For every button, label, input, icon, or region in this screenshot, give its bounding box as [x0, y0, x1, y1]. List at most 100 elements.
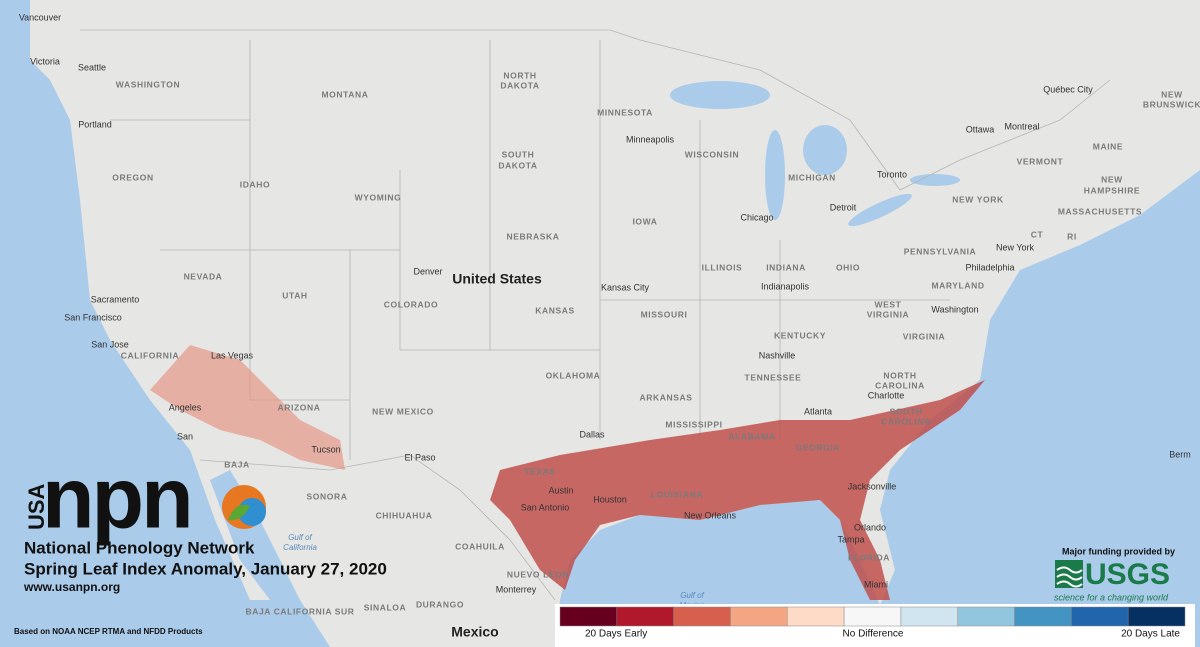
city-label: Tucson	[311, 444, 340, 454]
state-label: IDAHO	[240, 179, 270, 189]
state-label: TEXAS	[524, 466, 555, 476]
legend-swatch	[787, 606, 845, 627]
lake-erie	[848, 193, 912, 227]
state-label: NORTH	[503, 70, 536, 80]
state-label: CALIFORNIA	[121, 350, 179, 360]
state-label: SINALOA	[364, 602, 406, 612]
state-label: MASSACHUSETTS	[1058, 206, 1142, 216]
city-label: Miami	[864, 579, 888, 589]
state-label: DAKOTA	[500, 80, 539, 90]
city-label: San Jose	[91, 339, 129, 349]
city-label: Québec City	[1043, 84, 1093, 94]
legend-swatch	[616, 606, 674, 627]
state-label: DAKOTA	[498, 160, 537, 170]
state-label: FLORIDA	[848, 552, 890, 562]
border-canada	[80, 29, 1111, 191]
city-label: Orlando	[854, 522, 886, 532]
state-label: WYOMING	[355, 192, 402, 202]
city-label: Seattle	[78, 62, 106, 72]
usgs-waves	[1056, 566, 1083, 588]
city-label: Chicago	[740, 212, 773, 222]
state-label: BAJA	[224, 459, 250, 469]
state-label: BAJA CALIFORNIA SUR	[246, 606, 355, 616]
city-label: Jacksonville	[848, 481, 897, 491]
legend-swatch	[1014, 606, 1072, 627]
city-label: Vancouver	[19, 12, 61, 22]
state-label: TENNESSEE	[745, 372, 802, 382]
state-label: OKLAHOMA	[546, 370, 601, 380]
legend-swatch	[843, 606, 902, 627]
legend-swatch	[730, 606, 788, 627]
state-label: MONTANA	[321, 89, 368, 99]
state-label: OREGON	[112, 172, 153, 182]
city-label: Atlanta	[804, 406, 832, 416]
state-label: ARKANSAS	[640, 392, 693, 402]
city-label: Berm	[1169, 449, 1191, 459]
city-label: Tampa	[837, 534, 864, 544]
anomaly-region	[490, 380, 985, 600]
legend-label-left: 20 Days Early	[585, 629, 647, 640]
city-label: Minneapolis	[626, 134, 675, 144]
state-label: PENNSYLVANIA	[904, 246, 977, 256]
city-label: Denver	[413, 266, 442, 276]
legend-swatch	[1127, 606, 1186, 627]
city-label: San Francisco	[64, 312, 122, 322]
state-label: WASHINGTON	[116, 79, 180, 89]
state-label: WEST	[875, 299, 902, 309]
funding-note: Major funding provided by	[1062, 546, 1175, 556]
city-label: Monterrey	[496, 584, 537, 594]
city-label: Ottawa	[966, 124, 995, 134]
logo-npn: npn	[42, 451, 191, 547]
state-label: CHIHUAHUA	[376, 510, 433, 520]
state-label: ILLINOIS	[702, 262, 743, 272]
lake-huron	[803, 125, 847, 175]
state-label: MARYLAND	[931, 280, 984, 290]
state-label: HAMPSHIRE	[1084, 185, 1140, 195]
state-label: SOUTH	[890, 406, 923, 416]
state-label: NORTH	[883, 370, 916, 380]
state-label: CAROLINA	[881, 416, 931, 426]
state-label: NEW	[1161, 89, 1183, 99]
map-title: Spring Leaf Index Anomaly, January 27, 2…	[24, 559, 387, 578]
state-label: VERMONT	[1017, 156, 1064, 166]
state-label: KANSAS	[535, 305, 575, 315]
city-label: New York	[996, 242, 1035, 252]
state-label: RI	[1067, 231, 1077, 241]
city-label: Angeles	[169, 402, 202, 412]
state-label: SOUTH	[502, 149, 535, 159]
city-label: San	[177, 431, 193, 441]
usgs-tagline: science for a changing world	[1054, 592, 1169, 602]
city-label: Sacramento	[91, 294, 140, 304]
legend-swatch	[900, 606, 958, 627]
state-label: COLORADO	[384, 299, 438, 309]
state-label: MAINE	[1093, 141, 1123, 151]
city-label: Montreal	[1004, 121, 1039, 131]
logo-leaf	[228, 504, 250, 521]
water-label: California	[283, 543, 317, 552]
state-label: NEBRASKA	[507, 231, 560, 241]
state-label: MISSOURI	[641, 309, 688, 319]
legend-swatch	[559, 606, 618, 627]
state-label: VIRGINIA	[867, 309, 910, 319]
legend-swatch	[957, 606, 1015, 627]
logo-network: National Phenology Network	[24, 538, 255, 557]
state-lines	[110, 40, 950, 460]
state-label: VIRGINIA	[903, 331, 946, 341]
lake-ontario	[910, 174, 960, 186]
legend	[559, 606, 1186, 627]
state-label: MICHIGAN	[788, 172, 836, 182]
state-label: COAHUILA	[455, 541, 505, 551]
state-label: NUEVO LEON	[507, 569, 569, 579]
city-label: Portland	[78, 119, 112, 129]
usgs-logo: Major funding provided by USGS science f…	[1054, 546, 1175, 602]
usgs-text: USGS	[1085, 558, 1170, 591]
state-label: SONORA	[307, 491, 348, 501]
state-label: DURANGO	[416, 599, 464, 609]
city-label: New Orleans	[684, 510, 737, 520]
source-note: Based on NOAA NCEP RTMA and NFDD Product…	[14, 627, 203, 636]
city-label: Philadelphia	[965, 262, 1014, 272]
state-label: ARIZONA	[278, 402, 321, 412]
city-label: El Paso	[404, 452, 435, 462]
state-label: CT	[1031, 229, 1044, 239]
